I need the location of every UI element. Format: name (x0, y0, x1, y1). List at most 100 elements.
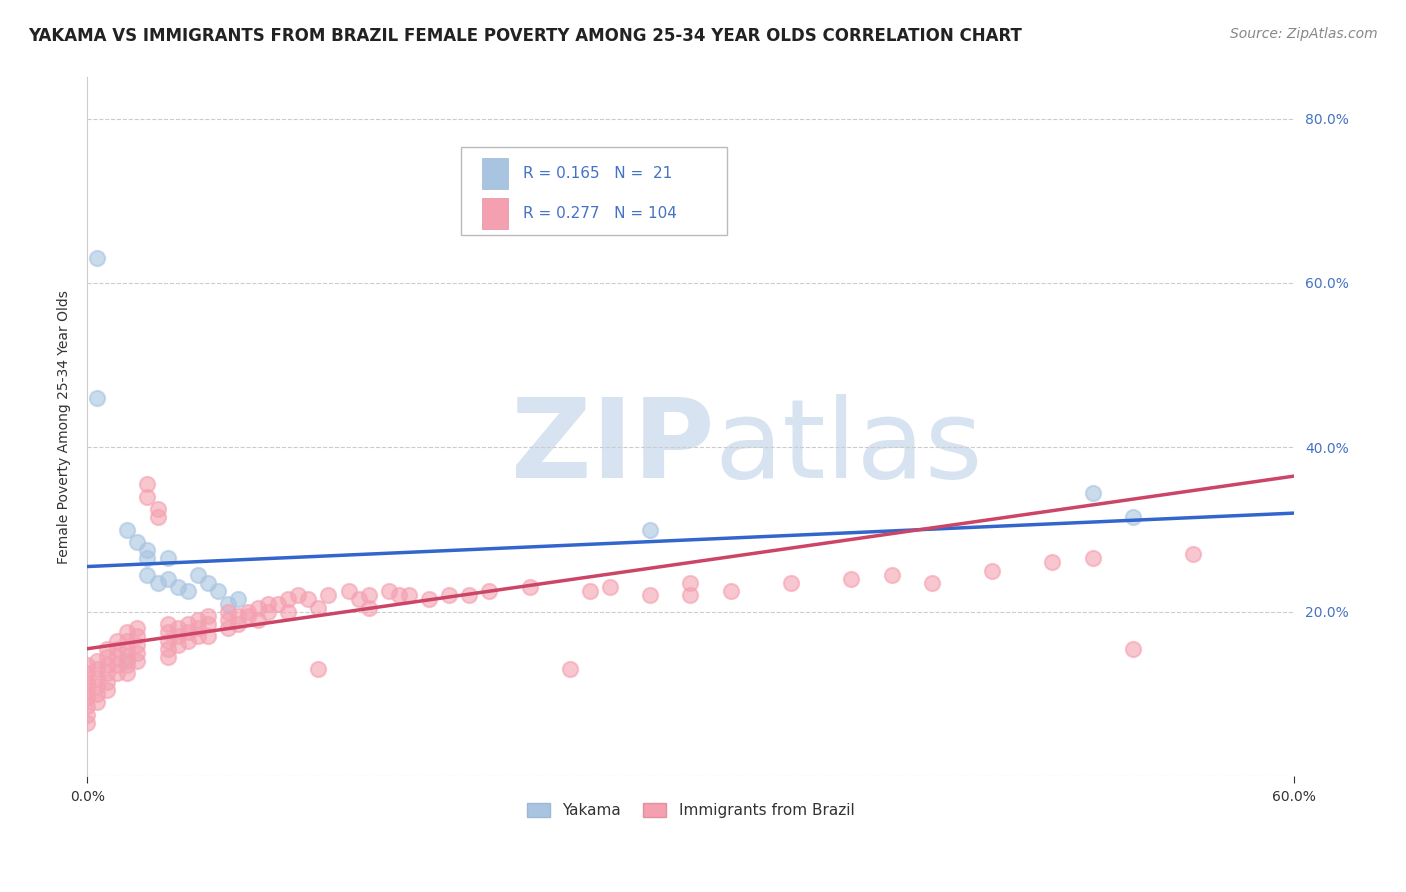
Point (96, 641, 118, 656)
Point (197, 608, 219, 623)
Point (86, 252, 108, 266)
Point (217, 613, 239, 627)
Point (136, 567, 159, 582)
Point (166, 621, 188, 635)
Point (96, 674, 118, 689)
Point (638, 523, 661, 537)
Point (156, 625, 179, 640)
Point (599, 580, 621, 594)
Point (156, 572, 179, 586)
Point (287, 588, 309, 602)
Point (841, 572, 863, 586)
Point (96, 682, 118, 697)
Point (478, 584, 501, 599)
Text: R = 0.277   N = 104: R = 0.277 N = 104 (523, 206, 676, 221)
Point (117, 658, 139, 673)
Point (187, 629, 209, 643)
Point (638, 588, 661, 602)
Point (357, 588, 380, 602)
Point (177, 633, 200, 648)
Point (226, 592, 249, 607)
Point (166, 638, 188, 652)
Point (86, 679, 108, 693)
Point (679, 588, 702, 602)
Point (136, 543, 159, 558)
Point (679, 576, 702, 591)
Point (76, 666, 98, 681)
Point (197, 576, 219, 591)
Point (267, 597, 290, 611)
Point (127, 654, 149, 668)
Point (156, 650, 179, 665)
Point (146, 510, 169, 524)
Point (187, 621, 209, 635)
Point (127, 638, 149, 652)
Point (86, 391, 108, 405)
Point (177, 584, 200, 599)
FancyBboxPatch shape (482, 158, 509, 189)
Point (76, 699, 98, 714)
Point (398, 588, 420, 602)
Point (127, 646, 149, 660)
Point (146, 502, 169, 516)
Point (1081, 485, 1104, 500)
Point (117, 641, 139, 656)
Point (156, 617, 179, 632)
Point (117, 625, 139, 640)
Point (76, 658, 98, 673)
Point (217, 597, 239, 611)
Point (226, 608, 249, 623)
Point (136, 551, 159, 566)
Point (105, 633, 128, 648)
Point (236, 608, 259, 623)
Point (720, 584, 742, 599)
Point (247, 600, 270, 615)
Point (86, 695, 108, 709)
Point (357, 600, 380, 615)
Point (187, 613, 209, 627)
Point (297, 592, 319, 607)
Point (76, 715, 98, 730)
Point (86, 687, 108, 701)
Point (117, 650, 139, 665)
Point (458, 588, 481, 602)
Point (117, 523, 139, 537)
Point (378, 584, 401, 599)
Point (187, 567, 209, 582)
Point (177, 617, 200, 632)
Point (156, 551, 179, 566)
Point (166, 629, 188, 643)
Point (337, 584, 360, 599)
Point (127, 621, 149, 635)
Point (177, 625, 200, 640)
Point (105, 666, 128, 681)
Point (105, 641, 128, 656)
Point (307, 662, 329, 676)
Point (519, 580, 541, 594)
Point (1122, 641, 1144, 656)
Point (247, 613, 270, 627)
Point (307, 600, 329, 615)
Point (780, 576, 803, 591)
Point (76, 674, 98, 689)
Text: Source: ZipAtlas.com: Source: ZipAtlas.com (1230, 27, 1378, 41)
Point (117, 633, 139, 648)
Point (117, 666, 139, 681)
Point (257, 605, 280, 619)
Point (86, 671, 108, 685)
Point (347, 592, 370, 607)
Point (156, 633, 179, 648)
Point (318, 588, 340, 602)
Point (117, 654, 139, 668)
Point (388, 588, 411, 602)
Point (880, 567, 903, 582)
Point (86, 662, 108, 676)
Point (579, 584, 602, 599)
Point (257, 597, 280, 611)
Point (217, 621, 239, 635)
Point (86, 654, 108, 668)
Point (156, 641, 179, 656)
Y-axis label: Female Poverty Among 25-34 Year Olds: Female Poverty Among 25-34 Year Olds (58, 290, 72, 564)
Point (146, 576, 169, 591)
Point (1182, 547, 1205, 561)
